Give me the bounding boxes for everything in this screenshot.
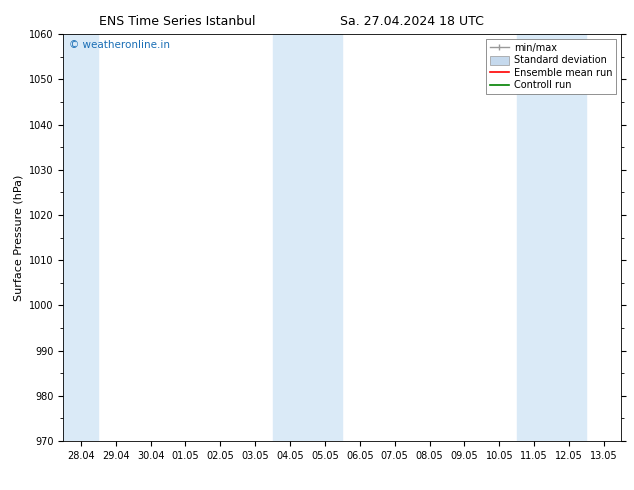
Text: © weatheronline.in: © weatheronline.in <box>69 40 170 50</box>
Text: ENS Time Series Istanbul: ENS Time Series Istanbul <box>100 15 256 28</box>
Legend: min/max, Standard deviation, Ensemble mean run, Controll run: min/max, Standard deviation, Ensemble me… <box>486 39 616 94</box>
Y-axis label: Surface Pressure (hPa): Surface Pressure (hPa) <box>13 174 23 301</box>
Bar <box>63 34 98 441</box>
Bar <box>517 34 586 441</box>
Text: Sa. 27.04.2024 18 UTC: Sa. 27.04.2024 18 UTC <box>340 15 484 28</box>
Bar <box>273 34 342 441</box>
